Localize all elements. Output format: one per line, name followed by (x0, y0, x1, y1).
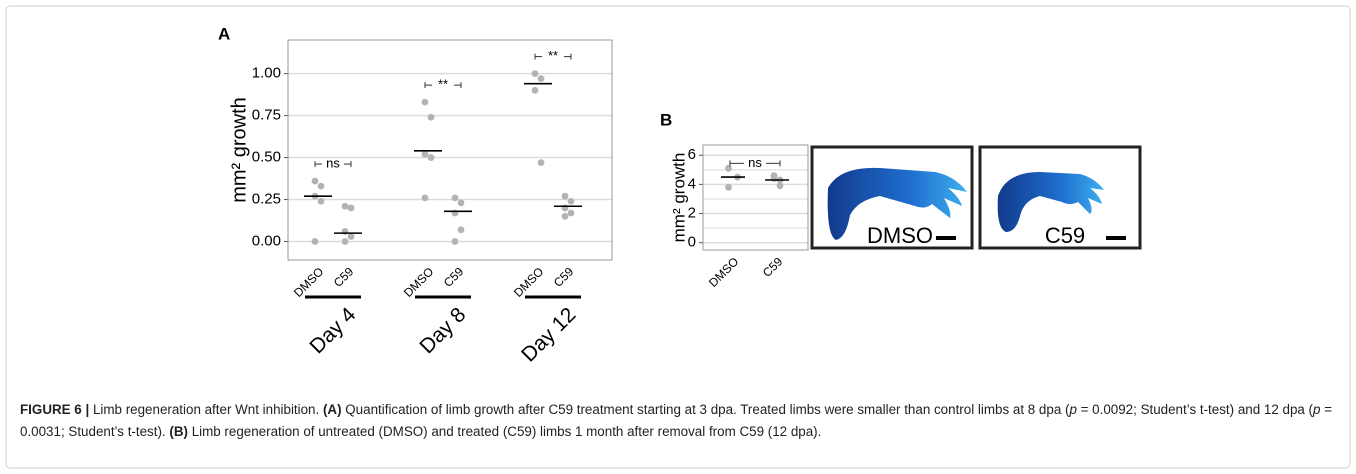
significance-label: ns (748, 155, 762, 170)
caption-text: Limb regeneration of untreated (DMSO) an… (188, 424, 821, 439)
data-point (342, 238, 349, 245)
caption: FIGURE 6 | Limb regeneration after Wnt i… (20, 399, 1338, 443)
data-point (348, 205, 355, 212)
data-point (422, 194, 429, 201)
significance-label: ** (438, 77, 448, 92)
y-axis-label: mm² growth (669, 153, 688, 243)
data-point (458, 226, 465, 233)
y-tick-label: 0.50 (252, 149, 281, 166)
data-point (428, 154, 435, 161)
image-label: DMSO (867, 223, 933, 248)
group-label: Day 8 (415, 303, 470, 358)
data-point (312, 178, 319, 185)
group-label: Day 4 (305, 303, 360, 358)
x-tick-label: C59 (551, 264, 577, 290)
x-tick-label: C59 (760, 254, 786, 280)
y-tick-label: 4 (688, 175, 696, 192)
data-point (452, 194, 459, 201)
y-tick-label: 6 (688, 146, 696, 163)
y-tick-label: 0.25 (252, 191, 281, 208)
figure: DMSO C59 A0.000.250.500.751.00mm² growth… (0, 0, 1356, 474)
y-tick-label: 1.00 (252, 65, 281, 82)
data-point (771, 175, 778, 182)
data-point (458, 200, 465, 207)
data-point (422, 99, 429, 106)
data-point (428, 114, 435, 121)
data-point (312, 238, 319, 245)
data-point (725, 165, 732, 172)
significance-label: ns (326, 156, 340, 171)
y-tick-label: 0.00 (252, 232, 281, 249)
x-tick-label: DMSO (706, 254, 741, 289)
x-tick-label: DMSO (401, 264, 436, 299)
y-tick-label: 2 (688, 205, 696, 222)
data-point (452, 238, 459, 245)
x-tick-label: DMSO (291, 264, 326, 299)
data-point (777, 182, 784, 189)
data-point (348, 233, 355, 240)
x-tick-label: C59 (331, 264, 357, 290)
x-tick-label: C59 (441, 264, 467, 290)
panel-label: B (660, 110, 672, 129)
image-label: C59 (1045, 223, 1085, 248)
caption-text: p (1069, 402, 1076, 417)
caption-label: FIGURE 6 | (20, 402, 89, 417)
caption-text: = 0.0092; Student’s t-test) and 12 dpa ( (1077, 402, 1313, 417)
data-point (342, 203, 349, 210)
data-point (422, 151, 429, 158)
caption-text: (B) (169, 424, 188, 439)
data-point (532, 87, 539, 94)
significance-label: ** (548, 48, 558, 63)
y-axis-label: mm² growth (228, 97, 250, 203)
group-label: Day 12 (517, 303, 580, 366)
caption-text: (A) (323, 402, 342, 417)
data-point (725, 184, 732, 191)
data-point (562, 193, 569, 200)
data-point (568, 198, 575, 205)
panel-label: A (218, 24, 230, 43)
caption-text: Quantification of limb growth after C59 … (342, 402, 1070, 417)
data-point (562, 213, 569, 220)
caption-text: Limb regeneration after Wnt inhibition. (89, 402, 323, 417)
data-point (538, 75, 545, 82)
data-point (532, 70, 539, 77)
x-tick-label: DMSO (511, 264, 546, 299)
data-point (568, 210, 575, 217)
y-tick-label: 0 (688, 234, 696, 251)
data-point (318, 183, 325, 190)
data-point (538, 159, 545, 166)
y-tick-label: 0.75 (252, 107, 281, 124)
data-point (318, 198, 325, 205)
